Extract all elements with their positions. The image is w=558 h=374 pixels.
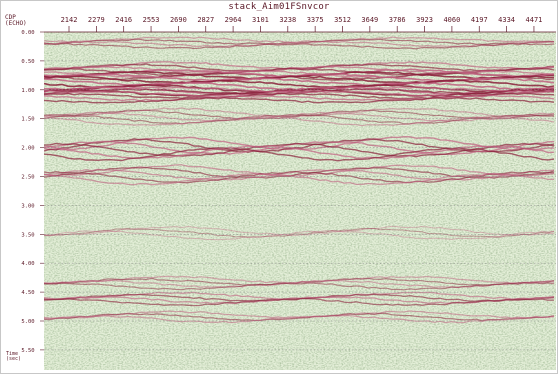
reflector-horizon xyxy=(44,312,555,322)
reflector-horizon xyxy=(44,36,555,43)
cdp-tick-label: 2553 xyxy=(143,16,160,24)
reflector-horizon xyxy=(44,145,555,160)
time-tick-label: 3.00 xyxy=(21,203,34,209)
cdp-tick-label: 2279 xyxy=(88,16,105,24)
reflector-horizon xyxy=(44,147,555,162)
time-label-line1: Time xyxy=(6,351,19,357)
time-label-line2: (sec) xyxy=(6,356,22,362)
time-tick-label: 5.50 xyxy=(21,348,34,354)
reflector-horizon xyxy=(44,69,555,79)
time-tick-label: 0.50 xyxy=(21,59,34,65)
reflector-horizon xyxy=(44,297,555,307)
cdp-tick-label: 4471 xyxy=(526,16,543,24)
time-axis-label: Time (sec) xyxy=(6,352,21,362)
time-tick-label: 2.50 xyxy=(21,175,34,181)
cdp-tick-label: 3512 xyxy=(334,16,351,24)
reflector-horizon xyxy=(44,314,555,324)
reflector-horizon xyxy=(44,170,555,184)
cdp-tick-group: 2142 2279 2416 2553 2690 2827 2964 3101 3238 3375… xyxy=(61,16,543,32)
reflector-horizon xyxy=(44,107,555,118)
cdp-tick-label: 3649 xyxy=(361,16,378,24)
section-title: stack_Aim01FSnvcor xyxy=(228,2,330,12)
reflector-horizon xyxy=(44,94,555,102)
time-tick-label: 3.50 xyxy=(21,232,34,238)
reflector-horizon xyxy=(44,172,555,186)
time-tick-label: 0.00 xyxy=(21,30,34,36)
cdp-tick-label: 3375 xyxy=(307,16,324,24)
time-tick-group: 0.00 0.50 1.00 1.50 2.00 2.50 3.00 3.50 4.00 4.50… xyxy=(21,30,44,354)
cdp-axis-label: CDP (ECHO) xyxy=(5,15,27,27)
cdp-tick-label: 3101 xyxy=(252,16,269,24)
time-tick-label: 1.50 xyxy=(21,117,34,123)
cdp-tick-label: 2142 xyxy=(61,16,78,24)
data-noise-texture xyxy=(44,32,556,370)
time-tick-label: 4.50 xyxy=(21,290,34,296)
time-tick-label: 5.00 xyxy=(21,319,34,325)
cdp-tick-label: 2964 xyxy=(225,16,242,24)
reflector-horizon xyxy=(44,42,555,50)
cdp-label-line1: CDP xyxy=(5,14,16,21)
reflector-horizon xyxy=(44,227,555,238)
cdp-tick-label: 2416 xyxy=(115,16,132,24)
time-tick-label: 2.00 xyxy=(21,146,34,152)
reflector-horizon xyxy=(44,225,555,236)
cdp-tick-label: 3238 xyxy=(279,16,296,24)
time-tick-label: 4.00 xyxy=(21,261,34,267)
cdp-tick-label: 3923 xyxy=(416,16,433,24)
seismic-data-area xyxy=(44,32,556,370)
cdp-tick-label: 4197 xyxy=(471,16,488,24)
reflector-horizon xyxy=(44,230,555,241)
reflector-horizon xyxy=(44,168,555,181)
reflector-horizon xyxy=(44,138,555,154)
time-gridlines xyxy=(44,60,556,351)
reflector-horizon xyxy=(44,142,555,158)
cdp-label-line2: (ECHO) xyxy=(5,20,27,27)
reflector-horizon xyxy=(44,116,555,127)
reflector-horizon xyxy=(44,96,555,104)
time-tick-label: 1.00 xyxy=(21,88,34,94)
cdp-tick-label: 2690 xyxy=(170,16,187,24)
reflector-horizon xyxy=(44,282,555,291)
reflector-horizon xyxy=(44,86,554,93)
cdp-tick-label: 3786 xyxy=(389,16,406,24)
cdp-tick-label: 4334 xyxy=(498,16,515,24)
cdp-tick-label: 4060 xyxy=(443,16,460,24)
cdp-tick-label: 2827 xyxy=(197,16,214,24)
